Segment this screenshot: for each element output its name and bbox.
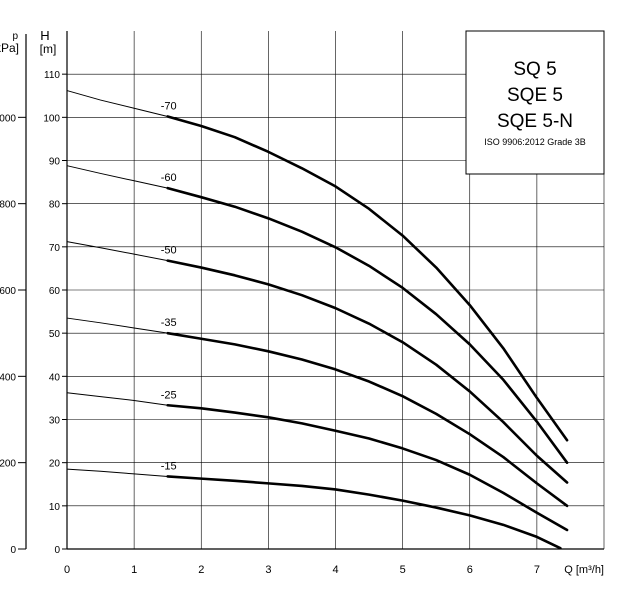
- title-note: ISO 9906:2012 Grade 3B: [484, 137, 586, 147]
- left-axis-label: p: [12, 31, 18, 42]
- left-axis-tick-label: 800: [0, 200, 16, 211]
- left-axis-unit-label: [kPa]: [0, 41, 19, 55]
- left-pressure-axis: 0 200 400 600 800 1000 p[kPa]: [0, 31, 27, 556]
- x-axis-tick-label: 1: [131, 564, 137, 576]
- title-line-3: SQE 5-N: [497, 111, 573, 132]
- x-axis-tick-label: 6: [467, 564, 473, 576]
- title-box-frame: [465, 30, 605, 175]
- x-axis-tick-label: 5: [400, 564, 406, 576]
- h-axis-tick-label: 30: [49, 416, 61, 427]
- h-axis-tick-label: 100: [43, 113, 60, 124]
- series-line--50: [166, 259, 569, 484]
- h-axis-tick-label: 110: [44, 70, 60, 81]
- series-line--25: [166, 403, 569, 532]
- h-axis-tick-label: 60: [49, 286, 61, 297]
- series-label--50: -50: [161, 245, 177, 257]
- series-label--60: -60: [161, 172, 177, 184]
- series-label--25: -25: [161, 389, 177, 401]
- flow-axis: 0 1 2 3 4 5 6 7 Q [m³/h]: [64, 564, 604, 576]
- h-axis-tick-label: 20: [49, 459, 61, 470]
- h-axis-unit-label: [m]: [40, 42, 57, 56]
- x-axis-tick-label: 0: [64, 564, 70, 576]
- left-axis-tick-label: 0: [10, 545, 16, 556]
- title-line-1: SQ 5: [513, 59, 556, 80]
- head-axis: 0 10 20 30 40 50 60 70 80 90 100 110 H[m]: [40, 28, 67, 556]
- h-axis-tick-label: 10: [49, 502, 61, 513]
- x-axis-label: Q [m³/h]: [564, 564, 604, 576]
- series-line--15: [166, 475, 562, 550]
- series-line--25-start: [66, 392, 168, 406]
- series-line--60: [166, 186, 569, 464]
- series-line--60-start: [66, 165, 168, 189]
- h-axis-tick-label: 50: [49, 329, 61, 340]
- series-line--50-start: [66, 241, 168, 262]
- series-label--35: -35: [161, 317, 177, 329]
- left-axis-tick-label: 400: [0, 372, 16, 383]
- left-axis-tick-label: 1000: [0, 113, 16, 124]
- x-axis-tick-label: 2: [198, 564, 204, 576]
- title-box: SQ 5 SQE 5 SQE 5-N ISO 9906:2012 Grade 3…: [465, 30, 605, 175]
- series-label--15: -15: [161, 460, 177, 472]
- x-axis-tick-label: 7: [534, 564, 540, 576]
- series-label--70: -70: [161, 100, 177, 112]
- left-axis-tick-label: 600: [0, 286, 16, 297]
- series-line--35-start: [66, 317, 168, 334]
- x-axis-tick-label: 3: [265, 564, 271, 576]
- series-line--15-start: [66, 468, 168, 477]
- h-axis-tick-label: 80: [49, 200, 61, 211]
- h-axis-tick-label: 70: [49, 243, 61, 254]
- h-axis-label: H: [40, 28, 49, 43]
- h-axis-tick-label: 90: [49, 157, 61, 168]
- left-axis-tick-label: 200: [0, 459, 16, 470]
- h-axis-tick-label: 40: [49, 372, 61, 383]
- series-line--35: [166, 331, 569, 508]
- h-axis-tick-label: 0: [54, 545, 60, 556]
- series-line--70: [166, 115, 569, 442]
- x-axis-tick-label: 4: [332, 564, 338, 576]
- series-layer: -15 -25 -35 -50 -60 -70: [66, 90, 569, 550]
- title-line-2: SQE 5: [507, 85, 563, 106]
- series-line--70-start: [66, 90, 168, 117]
